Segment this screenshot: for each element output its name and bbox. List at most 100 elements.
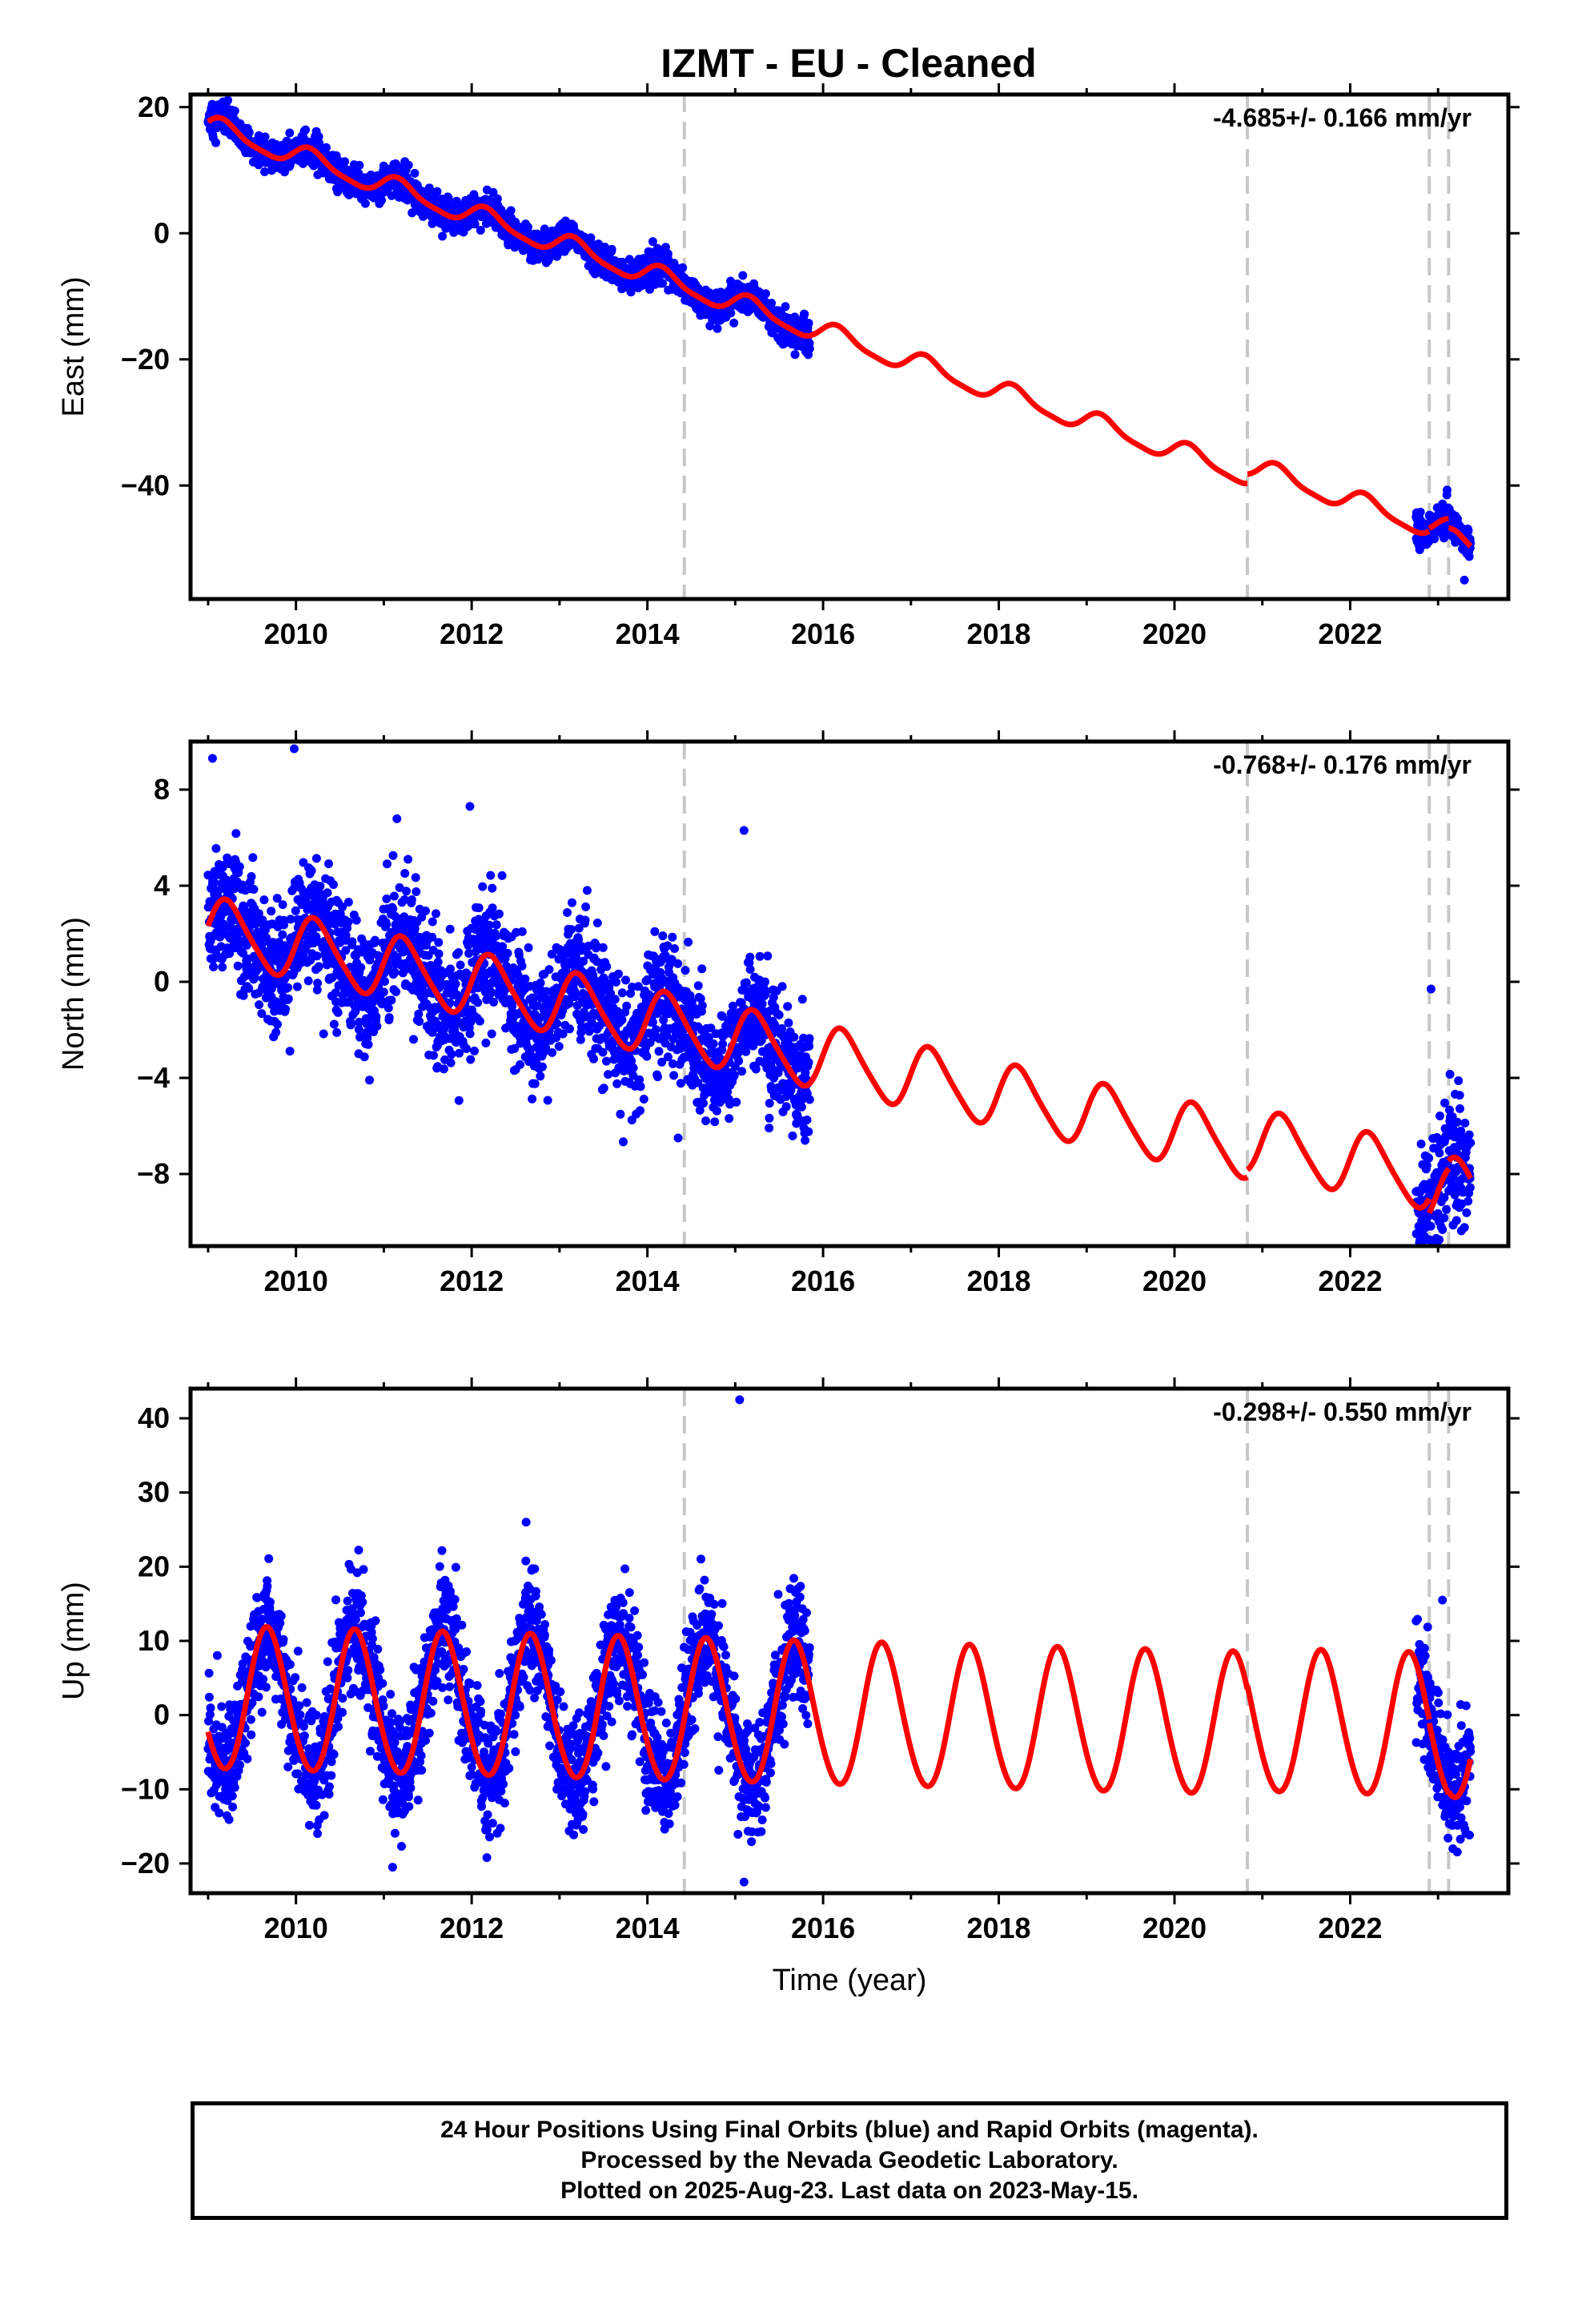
plot-area [203, 742, 1476, 1272]
data-point [628, 1063, 638, 1072]
data-point [729, 1071, 739, 1080]
data-point [797, 1102, 806, 1112]
data-point [248, 853, 258, 862]
model-curve [206, 115, 1250, 487]
data-point [765, 1099, 774, 1108]
data-point [412, 887, 421, 896]
data-point [428, 1027, 437, 1037]
data-point [432, 187, 442, 196]
data-point [673, 959, 683, 968]
data-point [278, 930, 287, 939]
data-point [404, 160, 413, 170]
data-point [473, 998, 483, 1007]
data-point [765, 1113, 774, 1123]
data-point [402, 887, 411, 896]
data-point [604, 1070, 613, 1080]
data-point [693, 981, 703, 991]
data-point [314, 962, 323, 971]
data-point [524, 943, 533, 952]
data-point [528, 1094, 537, 1104]
data-point [332, 1027, 342, 1037]
data-point [643, 975, 652, 984]
data-point [619, 1137, 628, 1147]
data-point [480, 944, 489, 954]
data-point [211, 138, 221, 147]
model-curve [1447, 525, 1473, 549]
data-point [642, 1051, 652, 1061]
data-point [663, 249, 673, 259]
data-point [440, 1024, 449, 1034]
data-point [351, 915, 361, 925]
data-point [209, 962, 219, 971]
data-point [651, 1025, 661, 1035]
data-point [285, 128, 295, 138]
data-point [315, 882, 325, 891]
data-point [1464, 526, 1473, 536]
data-point [363, 1039, 373, 1049]
data-point [536, 978, 545, 987]
data-point [260, 167, 269, 176]
data-point [400, 869, 410, 879]
data-point [745, 965, 755, 974]
data-point [1414, 1248, 1423, 1256]
data-point [516, 1059, 525, 1069]
data-point [371, 1012, 381, 1021]
data-point [383, 1003, 393, 1013]
data-point [788, 1131, 797, 1140]
data-point [510, 1043, 520, 1053]
x-tick-label: 2018 [966, 617, 1030, 650]
data-point [657, 1057, 667, 1067]
data-point [678, 263, 688, 272]
data-point [658, 279, 667, 288]
data-point [272, 894, 282, 903]
data-point [218, 963, 227, 972]
data-point [805, 344, 814, 353]
data-point [530, 1079, 540, 1088]
data-point [654, 1047, 664, 1056]
data-point [633, 982, 643, 991]
data-point [487, 1029, 496, 1039]
data-point [411, 873, 420, 883]
data-point [792, 1119, 801, 1128]
data-point [307, 866, 316, 875]
data-point [1413, 1248, 1422, 1257]
data-point [387, 995, 396, 1005]
data-point [725, 1114, 734, 1124]
data-point [599, 1084, 608, 1093]
data-point [478, 882, 488, 891]
data-point [1464, 552, 1474, 561]
data-point [602, 1056, 611, 1066]
data-point [383, 859, 391, 869]
data-point [456, 960, 465, 970]
data-point [286, 915, 295, 924]
data-point [613, 1008, 623, 1018]
data-point [627, 1056, 636, 1066]
data-point [292, 982, 302, 991]
data-point [434, 938, 444, 947]
y-tick-label: −40 [121, 468, 170, 501]
data-point [541, 1043, 550, 1052]
data-point [612, 1079, 622, 1088]
data-point [536, 1072, 545, 1081]
data-point [391, 160, 401, 170]
data-point [312, 951, 322, 961]
data-point [610, 995, 620, 1004]
data-point [1412, 1263, 1421, 1272]
data-point [669, 1071, 679, 1080]
data-point [757, 999, 767, 1008]
data-point [548, 1047, 557, 1057]
data-point [410, 168, 420, 178]
data-point [538, 1062, 547, 1072]
data-point [254, 963, 263, 973]
data-point [319, 1029, 328, 1039]
data-point [554, 1042, 564, 1051]
data-point [805, 1095, 814, 1104]
data-point [607, 244, 616, 254]
data-point [333, 1007, 343, 1017]
data-point [734, 1056, 744, 1066]
data-point [377, 195, 387, 205]
data-point [301, 125, 311, 135]
data-point [804, 1058, 813, 1068]
data-point [533, 1001, 543, 1011]
data-point [233, 961, 243, 971]
